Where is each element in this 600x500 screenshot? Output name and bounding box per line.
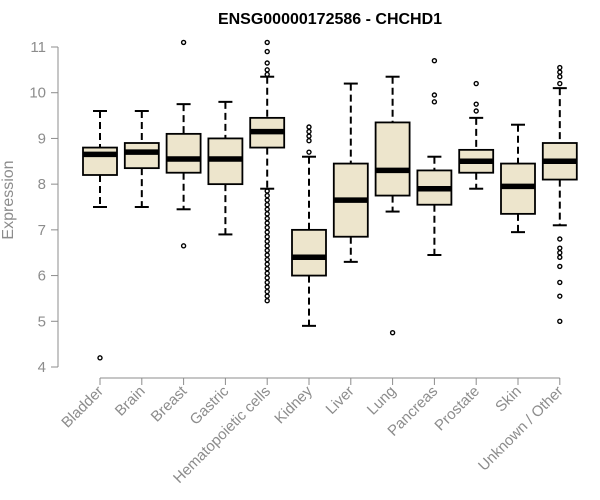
chart-title: ENSG00000172586 - CHCHD1 xyxy=(218,11,442,28)
outlier-point xyxy=(264,197,270,203)
boxes-group xyxy=(82,39,578,361)
box-hematopoietic-cells xyxy=(249,39,286,304)
box-prostate xyxy=(458,80,495,190)
outlier-point xyxy=(264,215,270,222)
outlier-point xyxy=(557,318,563,324)
outlier-point xyxy=(264,71,270,78)
box-pancreas xyxy=(416,58,453,256)
box-skin xyxy=(500,123,536,234)
outlier-point xyxy=(306,133,312,139)
outlier-point xyxy=(264,270,270,276)
box-brain xyxy=(123,110,160,208)
iqr-box xyxy=(374,121,411,197)
outlier-point xyxy=(264,229,270,235)
box-liver xyxy=(332,82,369,263)
outlier-point xyxy=(264,279,270,286)
box-gastric xyxy=(207,100,244,236)
outlier-point xyxy=(264,247,270,254)
iqr-box xyxy=(165,132,202,174)
outlier-point xyxy=(264,298,270,304)
x-tick-label: Liver xyxy=(323,383,358,418)
outlier-point xyxy=(264,284,270,290)
outlier-point xyxy=(431,92,438,98)
iqr-box xyxy=(123,142,160,170)
iqr-box xyxy=(291,228,327,277)
outlier-point xyxy=(264,238,270,244)
box-unknown-other xyxy=(541,64,578,324)
outlier-point xyxy=(473,108,479,114)
outlier-point xyxy=(264,220,270,226)
outlier-point xyxy=(557,236,563,242)
outlier-point xyxy=(264,39,270,46)
outlier-point xyxy=(264,48,270,55)
outlier-point xyxy=(306,149,312,155)
y-tick-label: 11 xyxy=(30,39,46,56)
outlier-point xyxy=(557,279,563,286)
outlier-point xyxy=(473,80,479,87)
y-tick-label: 9 xyxy=(38,130,46,147)
outlier-point xyxy=(306,138,312,144)
x-tick-label: Prostate xyxy=(431,383,483,435)
outlier-point xyxy=(431,99,438,105)
outlier-point xyxy=(97,355,103,361)
y-axis: 4 5 6 7 8 9 10 11 xyxy=(29,39,59,376)
x-tick-label: Kidney xyxy=(271,382,316,427)
y-axis-label: Expression xyxy=(0,160,17,239)
y-tick-label: 8 xyxy=(38,176,46,193)
outlier-point xyxy=(264,293,270,299)
y-tick-label: 7 xyxy=(38,222,46,239)
outlier-point xyxy=(264,266,270,272)
x-tick-label: Brain xyxy=(112,383,149,420)
outlier-point xyxy=(264,252,270,258)
outlier-point xyxy=(557,263,563,270)
box-breast xyxy=(165,39,202,249)
outlier-point xyxy=(557,254,563,260)
y-tick-label: 4 xyxy=(38,359,46,376)
outlier-point xyxy=(264,275,270,281)
outlier-point xyxy=(264,188,270,194)
outlier-point xyxy=(264,261,270,267)
outlier-point xyxy=(431,58,438,64)
outlier-point xyxy=(557,245,563,251)
y-tick-label: 6 xyxy=(38,268,46,285)
outlier-point xyxy=(180,39,187,46)
y-tick-label: 10 xyxy=(29,85,46,102)
outlier-point xyxy=(264,224,270,231)
outlier-point xyxy=(264,211,270,217)
outlier-point xyxy=(264,192,270,199)
outlier-point xyxy=(306,128,312,135)
outlier-point xyxy=(557,69,563,75)
box-bladder xyxy=(82,110,118,361)
y-tick-label: 5 xyxy=(38,313,46,330)
box-kidney xyxy=(291,124,327,327)
outlier-point xyxy=(306,124,312,130)
outlier-point xyxy=(264,288,270,295)
x-tick-label: Breast xyxy=(148,382,191,425)
outlier-point xyxy=(264,67,270,73)
outlier-point xyxy=(264,206,270,212)
outlier-point xyxy=(389,330,396,336)
outlier-point xyxy=(557,64,563,71)
outlier-point xyxy=(264,202,270,208)
outlier-point xyxy=(557,250,563,256)
outlier-point xyxy=(180,243,187,249)
outlier-point xyxy=(557,74,563,80)
outlier-point xyxy=(473,101,479,107)
box-lung xyxy=(374,75,411,336)
outlier-point xyxy=(264,60,270,66)
outlier-point xyxy=(557,293,563,299)
x-tick-label: Bladder xyxy=(58,383,107,432)
outlier-point xyxy=(264,243,270,249)
x-tick-label: Skin xyxy=(492,383,525,416)
outlier-point xyxy=(264,256,270,263)
outlier-point xyxy=(557,80,563,87)
outlier-point xyxy=(264,234,270,240)
x-tick-label: Lung xyxy=(364,383,400,419)
